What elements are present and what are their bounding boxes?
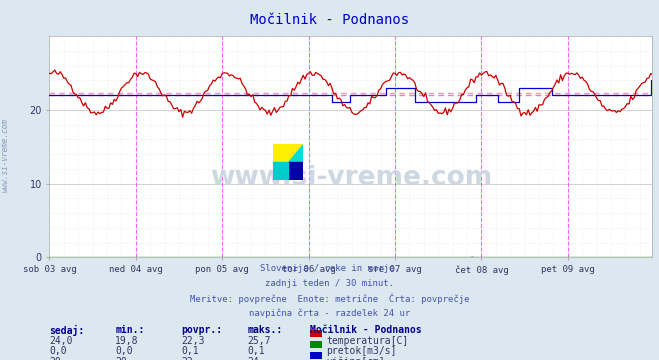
Bar	[289, 162, 303, 180]
Text: Slovenija / reke in morje.: Slovenija / reke in morje.	[260, 264, 399, 273]
Text: temperatura[C]: temperatura[C]	[326, 336, 409, 346]
Text: Meritve: povprečne  Enote: metrične  Črta: povprečje: Meritve: povprečne Enote: metrične Črta:…	[190, 294, 469, 304]
Text: www.si-vreme.com: www.si-vreme.com	[210, 165, 492, 191]
Text: Močilnik - Podnanos: Močilnik - Podnanos	[310, 325, 421, 335]
Text: 19,8: 19,8	[115, 336, 139, 346]
Text: povpr.:: povpr.:	[181, 325, 222, 335]
Polygon shape	[273, 144, 303, 180]
Text: 24,0: 24,0	[49, 336, 73, 346]
Text: navpična črta - razdelek 24 ur: navpična črta - razdelek 24 ur	[249, 309, 410, 318]
Text: www.si-vreme.com: www.si-vreme.com	[1, 118, 10, 192]
Text: 0,0: 0,0	[115, 346, 133, 356]
Text: 0,0: 0,0	[49, 346, 67, 356]
Text: min.:: min.:	[115, 325, 145, 335]
Bar	[273, 162, 289, 180]
Text: 20: 20	[115, 357, 127, 360]
Text: 0,1: 0,1	[181, 346, 199, 356]
Text: sedaj:: sedaj:	[49, 325, 84, 336]
Text: pretok[m3/s]: pretok[m3/s]	[326, 346, 397, 356]
Text: zadnji teden / 30 minut.: zadnji teden / 30 minut.	[265, 279, 394, 288]
Text: višina[cm]: višina[cm]	[326, 357, 385, 360]
Text: 0,1: 0,1	[247, 346, 265, 356]
Text: 22: 22	[181, 357, 193, 360]
Text: 25,7: 25,7	[247, 336, 271, 346]
Polygon shape	[273, 144, 303, 180]
Text: maks.:: maks.:	[247, 325, 282, 335]
Text: 20: 20	[49, 357, 61, 360]
Text: Močilnik - Podnanos: Močilnik - Podnanos	[250, 13, 409, 27]
Text: 22,3: 22,3	[181, 336, 205, 346]
Text: 24: 24	[247, 357, 259, 360]
